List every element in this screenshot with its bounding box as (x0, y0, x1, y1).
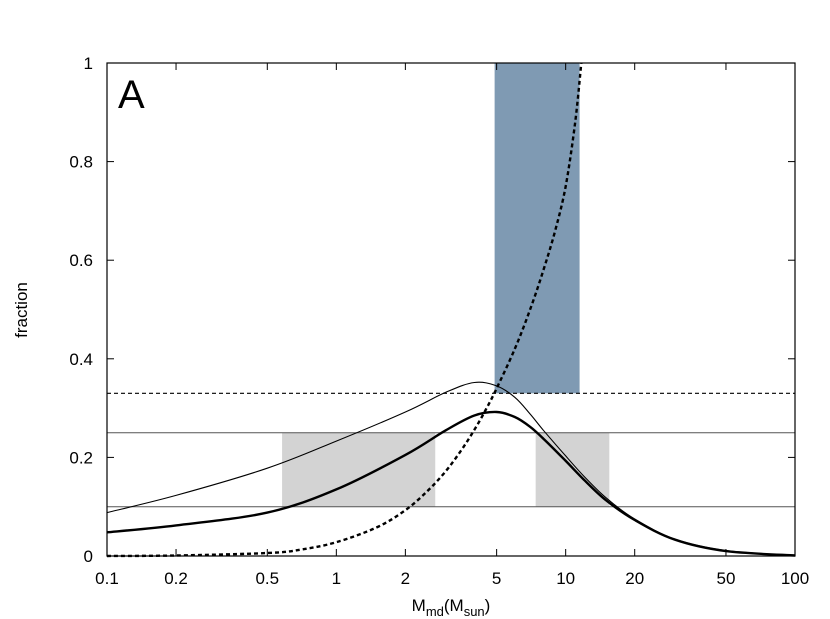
x-axis-label-mid: (M (444, 596, 464, 615)
y-axis-label: fraction (12, 282, 31, 338)
y-tick-label: 0.4 (69, 350, 93, 369)
y-tick-label: 1 (84, 54, 93, 73)
panel-label: A (118, 73, 145, 117)
x-tick-label: 0.5 (255, 569, 279, 588)
y-tick-label: 0.2 (69, 448, 93, 467)
y-tick-label: 0.8 (69, 153, 93, 172)
x-tick-label: 2 (401, 569, 410, 588)
x-axis-label-sub1: md (426, 604, 444, 619)
shaded-region-1 (282, 432, 436, 507)
x-tick-label: 100 (781, 569, 809, 588)
x-tick-label: 1 (332, 569, 341, 588)
x-tick-label: 5 (492, 569, 501, 588)
x-tick-label: 10 (556, 569, 575, 588)
y-tick-label: 0.6 (69, 251, 93, 270)
plot-frame (106, 62, 796, 557)
x-axis-label-main: M (412, 596, 426, 615)
x-axis-label-end: ) (485, 596, 491, 615)
x-axis-label-sub2: sun (464, 604, 485, 619)
x-tick-label: 0.1 (95, 569, 119, 588)
shaded-region-2 (535, 432, 610, 507)
x-axis-label: Mmd(Msun) (412, 596, 491, 619)
series-curve-2 (106, 410, 796, 557)
series-curve-1 (106, 381, 796, 557)
shaded-region-3 (494, 63, 580, 394)
x-tick-label: 20 (625, 569, 644, 588)
x-tick-label: 0.2 (164, 569, 188, 588)
y-tick-label: 0 (84, 547, 93, 566)
x-tick-label: 50 (717, 569, 736, 588)
